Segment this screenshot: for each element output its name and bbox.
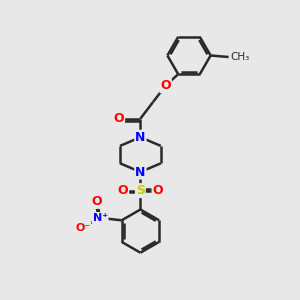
Text: N: N (135, 131, 146, 144)
Text: O: O (92, 195, 102, 208)
Text: N: N (135, 166, 146, 178)
Text: N⁺: N⁺ (92, 213, 108, 223)
Text: CH₃: CH₃ (230, 52, 249, 62)
Text: O: O (160, 79, 171, 92)
Text: O⁻: O⁻ (75, 223, 90, 232)
Text: O: O (152, 184, 163, 197)
Text: O: O (118, 184, 128, 197)
Text: S: S (136, 184, 145, 197)
Text: O: O (113, 112, 124, 125)
